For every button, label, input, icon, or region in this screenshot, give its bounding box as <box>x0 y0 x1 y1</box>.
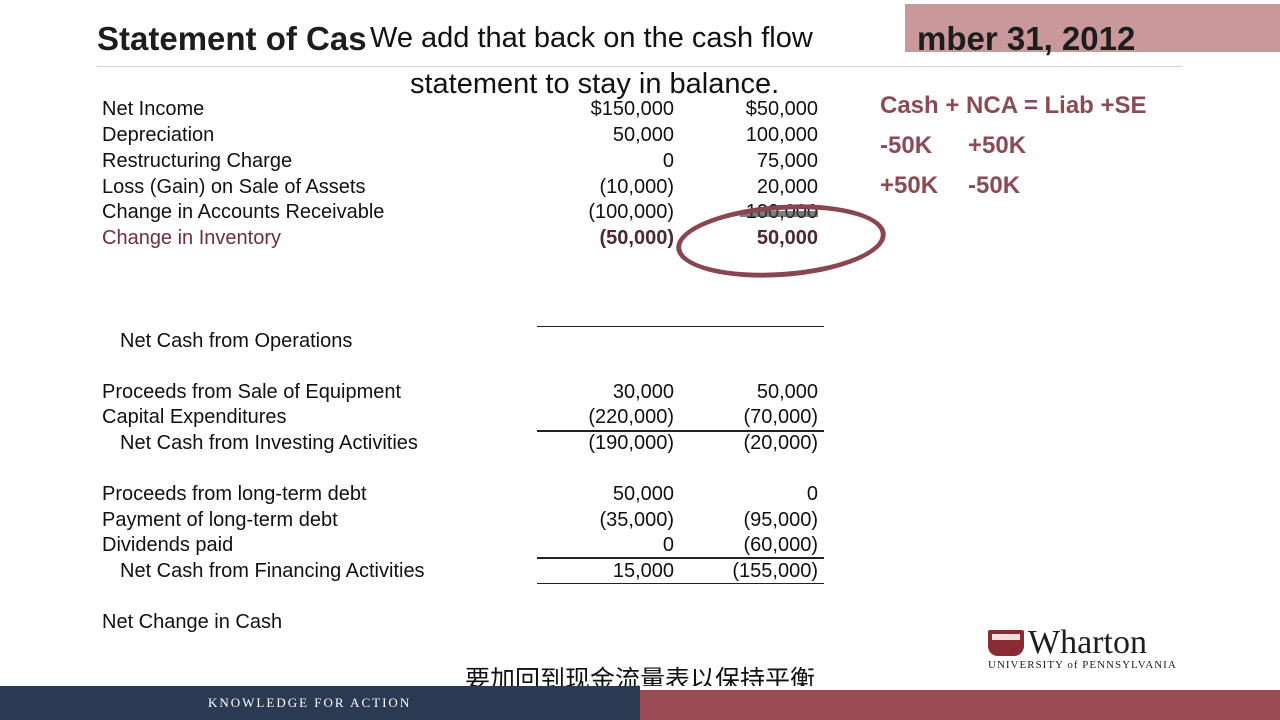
shield-icon <box>988 630 1024 656</box>
row-value-2011: $50,000 <box>745 98 818 120</box>
row-value-2011: 0 <box>806 483 818 505</box>
slide-title-left: Statement of Cas <box>97 20 367 57</box>
row-dividends: Dividends paid 0 (60,000) <box>0 534 830 560</box>
row-loss-gain: Loss (Gain) on Sale of Assets (10,000) 2… <box>0 176 830 202</box>
row-value-2012: (220,000) <box>588 406 674 428</box>
row-capital-expenditures: Capital Expenditures (220,000) (70,000) <box>0 406 830 432</box>
row-sale-of-equipment: Proceeds from Sale of Equipment 30,000 5… <box>0 381 830 407</box>
row-label: Depreciation <box>102 124 215 146</box>
row-net-cash-investing: Net Cash from Investing Activities (190,… <box>0 432 830 458</box>
row-value-2012: (100,000) <box>588 201 674 223</box>
footer-bar: KNOWLEDGE FOR ACTION <box>0 686 1280 720</box>
slide-title: Statement of Cas mber 31, 2012 <box>97 20 1135 58</box>
row-net-income: Net Income $150,000 $50,000 <box>0 98 830 124</box>
row-label: Net Cash from Operations <box>120 330 353 352</box>
row-label: Change in Inventory <box>102 227 282 249</box>
row-value-2012: (50,000) <box>599 227 675 249</box>
row-label: Capital Expenditures <box>102 406 287 428</box>
row-value-2011: 50,000 <box>756 381 818 403</box>
row-depreciation: Depreciation 50,000 100,000 <box>0 124 830 150</box>
row-value-2011: (155,000) <box>732 560 818 582</box>
row-label: Change in Accounts Receivable <box>102 201 385 223</box>
row-value-2011: (20,000) <box>743 432 819 454</box>
row-value-2012: (190,000) <box>588 432 674 454</box>
row-label: Net Income <box>102 98 205 120</box>
equation-cash-change: -50K <box>880 132 933 159</box>
row-net-change-cash: Net Change in Cash <box>0 611 830 637</box>
footer-tagline: KNOWLEDGE FOR ACTION <box>208 695 412 710</box>
row-value-2011: (95,000) <box>743 509 819 531</box>
row-value-2011: 50,000 <box>756 227 818 249</box>
row-value-2012: 0 <box>662 150 674 172</box>
row-label: Net Cash from Investing Activities <box>120 432 418 454</box>
row-value-2011: 75,000 <box>756 150 818 172</box>
row-value-2012: 50,000 <box>612 483 674 505</box>
row-proceeds-debt: Proceeds from long-term debt 50,000 0 <box>0 483 830 509</box>
row-inventory: Change in Inventory (50,000) 50,000 <box>0 227 830 253</box>
header-accent-bar <box>905 4 1280 52</box>
footer-red-band <box>640 690 1280 720</box>
row-value-2012: 30,000 <box>612 381 674 403</box>
row-value-2012: $150,000 <box>590 98 674 120</box>
row-label: Restructuring Charge <box>102 150 293 172</box>
subtitle-en-line2: statement to stay in balance. <box>410 68 780 100</box>
equation-text: Cash + NCA = Liab +SE <box>880 92 1147 119</box>
row-label: Net Cash from Financing Activities <box>120 560 425 582</box>
row-label: Proceeds from long-term debt <box>102 483 367 505</box>
equation-nca-change: -50K <box>968 172 1021 199</box>
row-label: Payment of long-term debt <box>102 509 338 531</box>
logo-wordmark: Wharton <box>1028 624 1147 661</box>
row-label: Dividends paid <box>102 534 234 556</box>
row-net-cash-financing: Net Cash from Financing Activities 15,00… <box>0 560 830 586</box>
subtitle-en-line1: We add that back on the cash flow <box>370 22 813 54</box>
row-label: Net Change in Cash <box>102 611 283 633</box>
row-value-2012: (35,000) <box>599 509 675 531</box>
row-value-2011: (60,000) <box>743 534 819 556</box>
logo-university: UNIVERSITY of PENNSYLVANIA <box>988 659 1177 671</box>
row-value-2011: (70,000) <box>743 406 819 428</box>
row-payment-debt: Payment of long-term debt (35,000) (95,0… <box>0 509 830 535</box>
row-value-2012: 15,000 <box>612 560 674 582</box>
footer-dark-band <box>0 686 640 720</box>
row-value-2011: 100,000 <box>745 124 818 146</box>
row-label: Loss (Gain) on Sale of Assets <box>102 176 366 198</box>
row-value-2012: 50,000 <box>612 124 674 146</box>
row-value-2011: 20,000 <box>756 176 818 198</box>
equation-cash-change: +50K <box>880 172 939 199</box>
section-rule <box>537 557 824 559</box>
row-value-2012: 0 <box>662 534 674 556</box>
row-net-cash-operations: Net Cash from Operations <box>0 330 830 356</box>
wharton-logo: Wharton UNIVERSITY of PENNSYLVANIA <box>988 624 1192 672</box>
equation-nca-change: +50K <box>968 132 1027 159</box>
row-value-2012: (10,000) <box>599 176 675 198</box>
strike-mark <box>740 211 818 217</box>
row-label: Proceeds from Sale of Equipment <box>102 381 402 403</box>
slide-title-right: mber 31, 2012 <box>917 20 1136 57</box>
section-rule <box>537 430 824 432</box>
title-divider <box>97 66 1182 67</box>
section-rule <box>537 326 824 327</box>
row-restructuring: Restructuring Charge 0 75,000 <box>0 150 830 176</box>
section-rule <box>537 583 824 584</box>
